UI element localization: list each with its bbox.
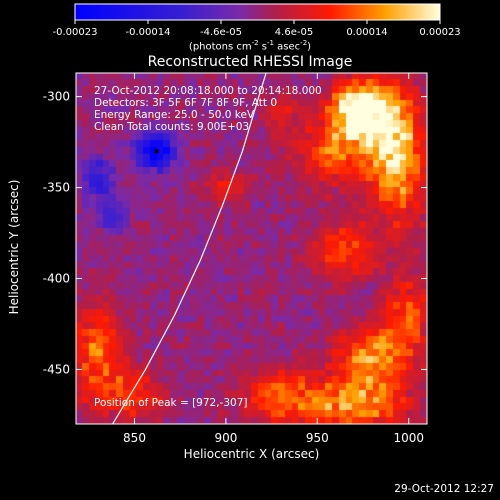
colorbar-ticks: -0.00023 -0.00014 -4.6e-05 4.6e-05 0.00014 0.… xyxy=(53,20,461,38)
colorbar-tick-label: 0.00023 xyxy=(419,27,460,38)
colorbar-tick-label: 4.6e-05 xyxy=(275,27,313,38)
colorbar-tick-label: -0.00023 xyxy=(53,27,98,38)
info-block: 27-Oct-2012 20:08:18.000 to 20:14:18.000… xyxy=(94,85,322,133)
info-counts: Clean Total counts: 9.00E+03 xyxy=(94,121,250,133)
y-tick-label: -400 xyxy=(43,272,70,286)
peak-position-label: Position of Peak = [972,-307] xyxy=(94,397,248,409)
info-time-range: 27-Oct-2012 20:08:18.000 to 20:14:18.000 xyxy=(94,85,322,97)
info-detectors: Detectors: 3F 5F 6F 7F 8F 9F, Att 0 xyxy=(94,97,278,109)
x-tick-label: 950 xyxy=(306,431,329,445)
x-tick-label: 900 xyxy=(214,431,237,445)
colorbar-tick-label: -0.00014 xyxy=(126,27,171,38)
y-tick-label: -450 xyxy=(43,362,70,376)
x-tick-label: 1000 xyxy=(393,431,424,445)
chart-title: Reconstructed RHESSI Image xyxy=(147,54,353,70)
colorbar: -0.00023 -0.00014 -4.6e-05 4.6e-05 0.00014 0.… xyxy=(53,3,461,38)
y-tick-label: -350 xyxy=(43,181,70,195)
heatmap-image xyxy=(76,73,427,424)
x-axis-label: Heliocentric X (arcsec) xyxy=(183,447,320,461)
x-tick-label: 850 xyxy=(123,431,146,445)
colorbar-tick-label: 0.00014 xyxy=(346,27,387,38)
colorbar-gradient xyxy=(74,3,441,21)
y-axis-label: Heliocentric Y (arcsec) xyxy=(7,179,21,315)
colorbar-unit-label: (photons cm-2 s-1 asec-2) xyxy=(188,39,312,53)
info-energy-range: Energy Range: 25.0 - 50.0 keV xyxy=(94,109,255,121)
y-tick-label: -300 xyxy=(43,90,70,104)
y-axis-ticks: -300 -350 -400 -450 xyxy=(43,90,427,376)
colorbar-tick-label: -4.6e-05 xyxy=(200,27,242,38)
x-axis-ticks: 850 900 950 1000 xyxy=(123,73,424,445)
solar-limb-line xyxy=(112,72,267,425)
footer-date: 29-Oct-2012 12:27 xyxy=(394,483,494,495)
plot-frame xyxy=(75,72,428,425)
